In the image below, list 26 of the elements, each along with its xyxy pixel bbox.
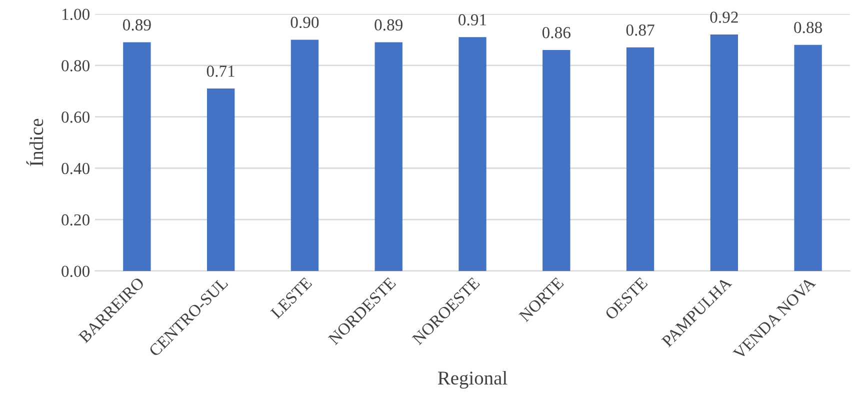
bar — [374, 42, 402, 271]
y-tick-label: 0.40 — [62, 162, 90, 174]
bar — [626, 47, 654, 271]
x-axis-title: Regional — [438, 370, 508, 389]
bar — [794, 44, 822, 271]
data-label: 0.89 — [122, 19, 151, 31]
data-label: 0.91 — [458, 14, 486, 26]
y-axis-title: Índice — [26, 118, 44, 166]
bar — [290, 40, 319, 271]
bar — [710, 34, 738, 271]
data-label: 0.87 — [626, 24, 654, 36]
data-label: 0.90 — [290, 16, 319, 28]
bar — [458, 37, 486, 271]
y-tick-label: 0.60 — [62, 112, 90, 123]
data-label: 0.92 — [710, 12, 738, 23]
y-tick-label: 0.80 — [62, 60, 90, 72]
data-label: 0.89 — [374, 19, 403, 31]
bar — [206, 88, 235, 271]
bar — [123, 42, 151, 271]
y-tick-label: 0.20 — [62, 214, 90, 226]
data-label: 0.86 — [542, 27, 570, 38]
y-tick-label: 0.00 — [62, 266, 90, 278]
data-label: 0.88 — [794, 22, 822, 34]
y-tick-label: 1.00 — [62, 8, 90, 20]
bar — [542, 50, 570, 271]
data-label: 0.71 — [206, 66, 234, 77]
